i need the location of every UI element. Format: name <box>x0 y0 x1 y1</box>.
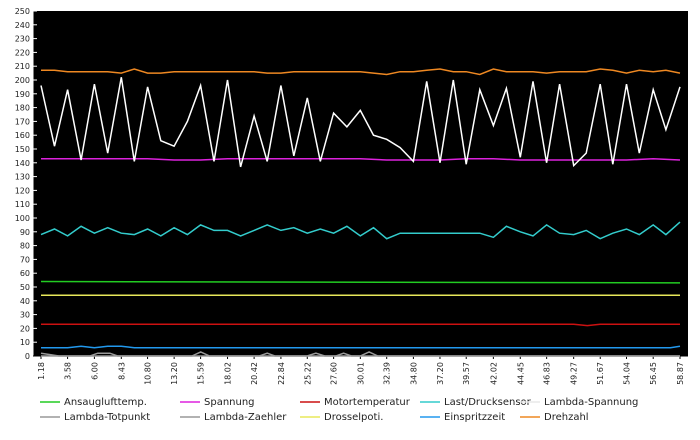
x-tick-label: 3.58 <box>64 362 73 380</box>
y-tick-label: 50 <box>20 283 30 292</box>
x-tick-label: 34.80 <box>409 362 418 385</box>
x-tick-label: 39.57 <box>462 362 471 385</box>
y-tick-label: 230 <box>15 35 30 44</box>
y-tick-label: 90 <box>20 228 30 237</box>
y-tick-label: 170 <box>15 117 30 126</box>
legend-label: Einspritzzeit <box>444 412 505 423</box>
x-tick-label: 54.04 <box>623 362 632 385</box>
legend-label: Drosselpoti. <box>324 412 383 423</box>
legend-label: Ansauglufttemp. <box>64 397 147 408</box>
x-tick-label: 1.18 <box>37 362 46 380</box>
y-tick-label: 70 <box>20 255 30 264</box>
y-tick-label: 20 <box>20 324 30 333</box>
x-tick-label: 25.22 <box>303 362 312 385</box>
x-tick-label: 27.60 <box>330 362 339 385</box>
x-tick-label: 10.80 <box>144 362 153 385</box>
y-tick-label: 210 <box>15 62 30 71</box>
y-tick-label: 110 <box>15 200 30 209</box>
series-line-last-drucksensor <box>40 221 681 240</box>
series-line-einspritzzeit <box>41 345 681 349</box>
y-tick-label: 160 <box>15 131 30 140</box>
series-layer <box>40 68 681 357</box>
x-tick-label: 20.42 <box>250 362 259 385</box>
x-tick-label: 18.02 <box>224 362 233 385</box>
y-tick-label: 220 <box>15 48 30 57</box>
y-tick-label: 240 <box>15 21 30 30</box>
x-tick-label: 49.27 <box>570 362 579 385</box>
series-line-drehzahl <box>41 68 681 76</box>
y-tick-label: 30 <box>20 311 30 320</box>
x-axis: 1.18 3.58 6.00 8.43 10.80 13.20 15.59 18.02 20.4… <box>33 355 688 385</box>
y-tick-label: 250 <box>15 7 30 16</box>
y-tick-label: 100 <box>15 214 30 223</box>
x-tick-label: 37.20 <box>436 362 445 385</box>
x-tick-label: 56.45 <box>649 362 658 385</box>
y-tick-label: 40 <box>20 297 30 306</box>
y-tick-label: 10 <box>20 338 30 347</box>
y-tick-label: 140 <box>15 159 30 168</box>
series-line-motortemperatur <box>41 323 680 327</box>
legend-label: Lambda-Totpunkt <box>64 412 150 423</box>
y-tick-label: 200 <box>15 76 30 85</box>
x-tick-label: 32.39 <box>383 362 392 385</box>
x-tick-label: 30.01 <box>356 362 365 385</box>
legend: Ansauglufttemp. Spannung Motortemperatur La… <box>40 397 638 423</box>
y-tick-label: 60 <box>20 269 30 278</box>
x-tick-label: 58.87 <box>676 362 685 385</box>
y-tick-label: 180 <box>15 104 30 113</box>
y-tick-label: 80 <box>20 242 30 251</box>
series-line-lambda-spannung <box>40 77 681 168</box>
plot-background <box>33 11 688 356</box>
x-tick-label: 46.83 <box>543 362 552 385</box>
x-tick-label: 13.20 <box>170 362 179 385</box>
y-tick-label: 190 <box>15 90 30 99</box>
y-tick-label: 150 <box>15 145 30 154</box>
x-tick-label: 6.00 <box>90 362 99 380</box>
x-tick-label: 8.43 <box>117 362 126 380</box>
y-axis: 0 10 20 30 40 50 60 70 80 90 100 110 120 130 140 150 160… <box>15 7 37 361</box>
legend-label: Lambda-Spannung <box>544 397 638 408</box>
x-tick-label: 51.67 <box>596 362 605 385</box>
series-line-ansauglufttemp- <box>40 280 681 284</box>
legend-label: Drehzahl <box>544 412 589 423</box>
y-tick-label: 130 <box>15 173 30 182</box>
series-line-lambda-zaehler <box>41 351 680 357</box>
y-tick-label: 0 <box>25 352 30 361</box>
legend-label: Lambda-Zaehler <box>204 412 287 423</box>
x-tick-label: 22.84 <box>277 362 286 385</box>
x-tick-label: 42.02 <box>489 362 498 385</box>
legend-label: Motortemperatur <box>324 397 411 408</box>
x-tick-label: 15.59 <box>197 362 206 385</box>
y-tick-label: 120 <box>15 186 30 195</box>
series-line-spannung <box>41 157 681 161</box>
legend-label: Last/Drucksensor <box>444 397 532 408</box>
x-tick-label: 44.45 <box>516 362 525 385</box>
legend-label: Spannung <box>204 397 255 408</box>
